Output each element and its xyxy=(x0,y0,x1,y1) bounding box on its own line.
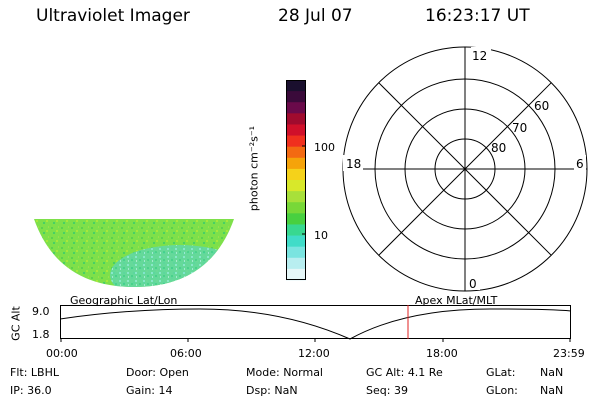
color-scale-unit-label: photon cm⁻²s⁻¹ xyxy=(247,125,261,212)
instrument-title: Ultraviolet Imager xyxy=(36,6,190,26)
status-glat: GLat: NaN xyxy=(486,366,564,379)
color-scale-band xyxy=(286,157,306,170)
polar-lat-80: 80 xyxy=(491,141,506,155)
color-scale-band xyxy=(286,268,306,281)
polar-lat-60: 60 xyxy=(534,99,549,113)
status-dsp: Dsp: NaN xyxy=(246,384,298,397)
alt-plot xyxy=(60,305,572,342)
alt-plot-right-title: Apex MLat/MLT xyxy=(415,294,498,307)
color-scale-band xyxy=(286,146,306,159)
color-scale-tick-100: 100 xyxy=(314,141,335,154)
alt-curve xyxy=(60,308,572,340)
color-scale-band xyxy=(286,257,306,270)
alt-plot-ytick-9: 9.0 xyxy=(32,305,50,318)
status-mode: Mode: Normal xyxy=(246,366,323,379)
color-scale-band xyxy=(286,113,306,125)
color-scale-frame xyxy=(286,80,306,280)
polar-mlt-12: 12 xyxy=(472,49,487,63)
color-scale-band xyxy=(286,246,306,259)
status-door: Door: Open xyxy=(126,366,189,379)
color-scale-band xyxy=(286,80,306,92)
color-scale-band xyxy=(286,135,306,148)
alt-plot-xtick-0600: 06:00 xyxy=(170,347,202,360)
color-scale-band xyxy=(286,102,306,114)
color-scale-bar xyxy=(286,80,306,281)
color-scale-band xyxy=(286,124,306,137)
aurora-image xyxy=(34,219,234,287)
color-scale-band xyxy=(286,180,306,192)
polar-mlt-18: 18 xyxy=(346,157,361,171)
alt-plot-ytick-1-8: 1.8 xyxy=(32,328,50,341)
status-gc-alt: GC Alt: 4.1 Re xyxy=(366,366,443,379)
color-scale-band xyxy=(286,168,306,181)
alt-plot-frame xyxy=(60,305,571,339)
color-scale-band xyxy=(286,235,306,248)
status-ip: IP: 36.0 xyxy=(10,384,52,397)
alt-plot-xtick-1200: 12:00 xyxy=(298,347,330,360)
status-gain: Gain: 14 xyxy=(126,384,173,397)
status-flt: Flt: LBHL xyxy=(10,366,59,379)
polar-mlt-plot: 12 18 6 0 60 70 80 xyxy=(342,46,588,292)
color-scale-band xyxy=(286,202,306,214)
polar-mlt-6: 6 xyxy=(576,157,584,171)
status-seq: Seq: 39 xyxy=(366,384,408,397)
polar-lat-70: 70 xyxy=(512,121,527,135)
polar-mlt-0: 0 xyxy=(469,277,477,291)
color-scale-band xyxy=(286,224,306,237)
alt-plot-left-title: Geographic Lat/Lon xyxy=(70,294,178,307)
polar-diagonal-2 xyxy=(378,82,552,256)
date-label: 28 Jul 07 xyxy=(278,6,353,26)
color-scale-band xyxy=(286,191,306,203)
time-label: 16:23:17 UT xyxy=(425,6,530,26)
color-scale-band xyxy=(286,91,306,103)
color-scale-tick-10: 10 xyxy=(314,229,328,242)
color-scale-band xyxy=(286,213,306,225)
alt-plot-y-label: GC Alt xyxy=(9,306,23,341)
alt-plot-xtick-0000: 00:00 xyxy=(46,347,78,360)
alt-plot-xtick-1800: 18:00 xyxy=(426,347,458,360)
status-glon: GLon: NaN xyxy=(486,384,564,397)
alt-plot-xtick-2359: 23:59 xyxy=(553,347,585,360)
